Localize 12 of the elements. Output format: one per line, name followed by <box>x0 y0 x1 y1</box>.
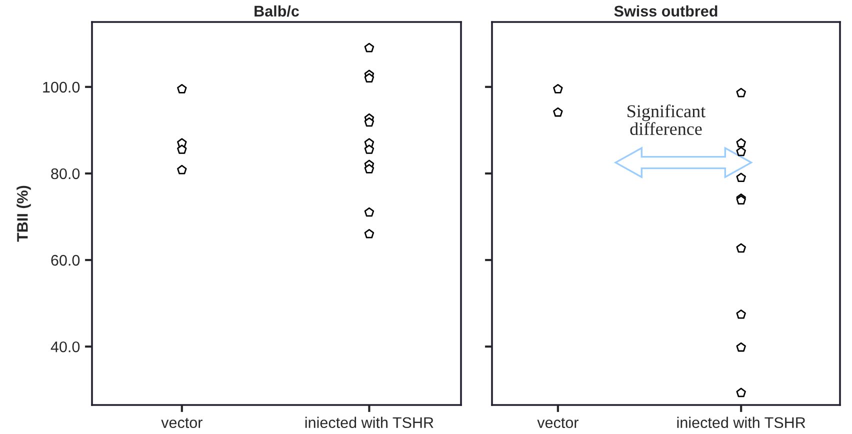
x-tick-label: vector <box>161 418 202 428</box>
chart-title: Swiss outbred <box>614 5 718 17</box>
y-tick-label: 60.0 <box>51 254 80 266</box>
y-tick-label: 80.0 <box>51 168 80 180</box>
y-axis-title: TBII (%) <box>16 186 31 242</box>
y-tick-label: 40.0 <box>50 341 80 352</box>
annotation: Significant difference <box>628 104 706 136</box>
x-tick-label: iniected with TSHR <box>305 416 434 428</box>
chart-title: Balb/c <box>254 5 299 17</box>
y-tick-label: 100.0 <box>43 82 80 93</box>
x-tick-label: iniected with TSHR <box>677 416 806 428</box>
x-tick-label: vector <box>537 418 578 428</box>
